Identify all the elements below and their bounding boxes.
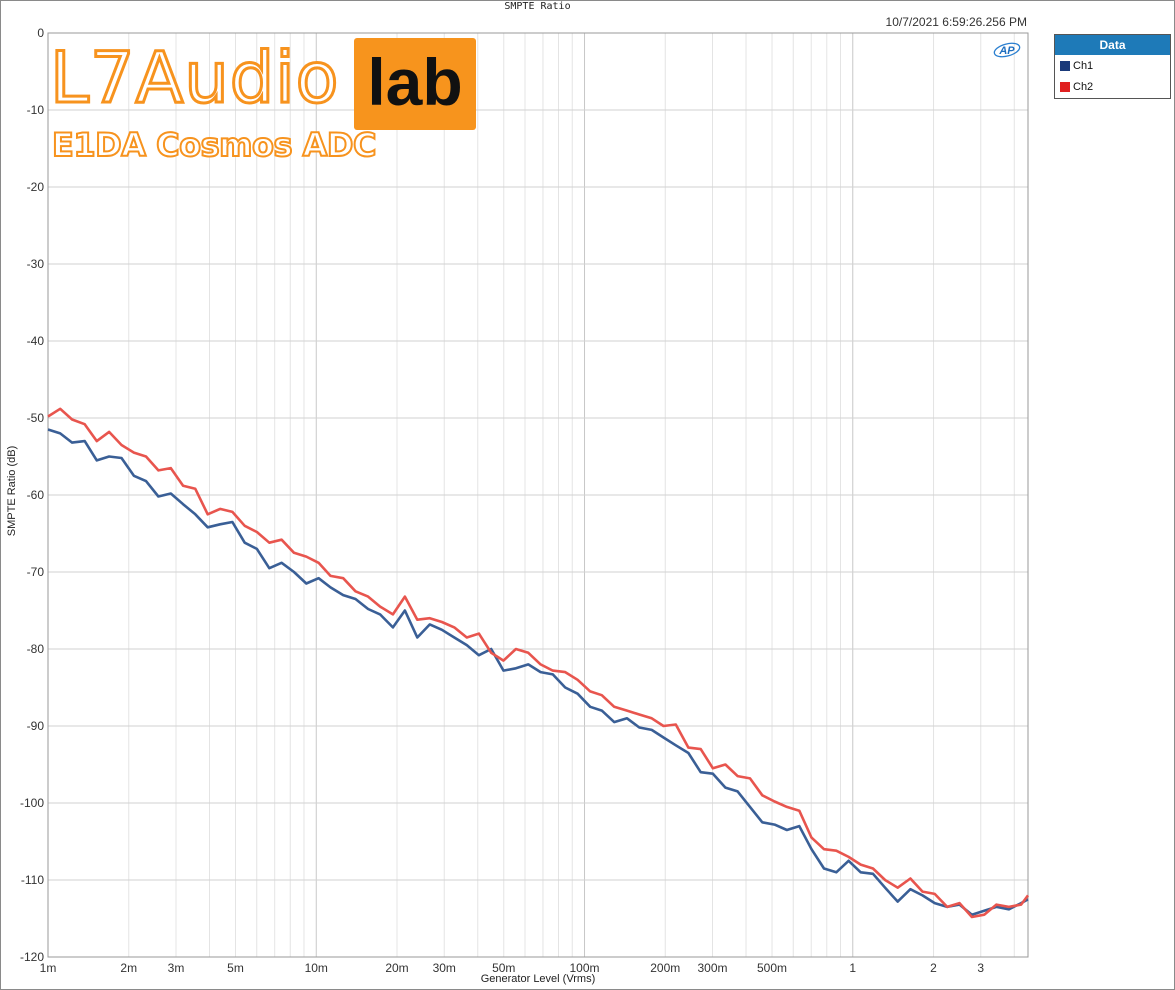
y-tick-label: -70	[27, 565, 45, 579]
y-tick-label: -100	[20, 796, 44, 810]
series-line-ch2	[47, 407, 1030, 919]
y-tick-label: -120	[20, 950, 44, 964]
x-tick-label: 200m	[650, 961, 680, 975]
x-tick-label: 5m	[227, 961, 244, 975]
x-tick-label: 1	[849, 961, 856, 975]
watermark-logo: L7Audio lab E1DA Cosmos ADC	[49, 36, 480, 166]
x-tick-label: 10m	[305, 961, 328, 975]
y-tick-label: -90	[27, 719, 45, 733]
legend-label-ch1: Ch1	[1073, 60, 1094, 72]
legend-title: Data	[1055, 35, 1170, 55]
x-tick-label: 3	[977, 961, 984, 975]
series-line-ch1	[47, 428, 1029, 917]
watermark-brand: L7Audio	[49, 37, 340, 120]
y-tick-label: -60	[27, 488, 45, 502]
x-tick-label: 3m	[168, 961, 185, 975]
y-tick-label: -50	[27, 411, 45, 425]
major-grid	[47, 32, 1028, 958]
x-tick-label: 100m	[569, 961, 599, 975]
timestamp: 10/7/2021 6:59:26.256 PM	[885, 15, 1027, 29]
y-axis-ticks: 0 -10 -20 -30 -40 -50 -60 -70 -80 -90 -100 -110 -120	[20, 26, 44, 964]
watermark-lab-box: lab	[354, 38, 476, 130]
y-tick-label: -30	[27, 257, 45, 271]
watermark-lab-text: lab	[367, 45, 463, 119]
legend-swatch-ch2	[1060, 82, 1070, 92]
y-tick-label: -10	[27, 103, 45, 117]
x-axis-label: Generator Level (Vrms)	[480, 973, 596, 985]
y-tick-label: -80	[27, 642, 45, 656]
legend-item-ch2[interactable]: Ch2	[1060, 81, 1094, 93]
y-tick-label: -40	[27, 334, 45, 348]
chart-title: SMPTE Ratio	[504, 1, 571, 12]
x-tick-label: 20m	[385, 961, 408, 975]
legend[interactable]: Data Ch1 Ch2	[1054, 34, 1171, 99]
x-axis-ticks: 1m 2m 3m 5m 10m 20m 30m 50m 100m 200m 300m 500m 1 2 3	[40, 961, 985, 975]
y-tick-label: -20	[27, 180, 45, 194]
ap-logo-icon: AP	[993, 42, 1021, 58]
y-axis-label: SMPTE Ratio (dB)	[6, 445, 18, 537]
x-tick-label: 50m	[492, 961, 515, 975]
ap-logo-text: AP	[998, 45, 1015, 57]
legend-item-ch1[interactable]: Ch1	[1060, 60, 1094, 72]
x-tick-label: 1m	[40, 961, 57, 975]
plot-border	[47, 32, 1029, 958]
x-tick-label: 2	[930, 961, 937, 975]
x-tick-label: 500m	[757, 961, 787, 975]
series-layer	[47, 407, 1030, 919]
y-tick-label: 0	[37, 26, 44, 40]
legend-label-ch2: Ch2	[1073, 81, 1094, 93]
y-tick-label: -110	[21, 873, 44, 887]
legend-swatch-ch1	[1060, 61, 1070, 71]
x-tick-label: 2m	[120, 961, 137, 975]
x-tick-label: 30m	[433, 961, 456, 975]
watermark-subtitle: E1DA Cosmos ADC	[51, 125, 377, 165]
x-tick-label: 300m	[697, 961, 727, 975]
